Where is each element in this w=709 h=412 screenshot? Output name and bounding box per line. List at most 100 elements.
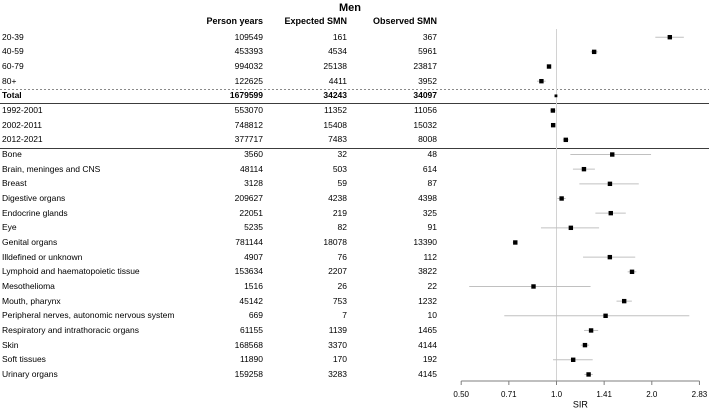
separator-solid-above-sites [0,148,709,149]
point-marker [591,49,597,55]
observed-smn-value: 8008 [418,134,437,145]
expected-smn-value: 26 [337,280,347,291]
table-row: Mouth, pharynx 45142 753 1232 [0,296,460,307]
row-label: 2012-2021 [2,134,43,145]
row-label: Total [2,90,22,101]
person-years-value: 61155 [239,324,263,335]
person-years-value: 377717 [234,134,263,145]
observed-smn-value: 4398 [418,192,437,203]
point-marker [559,196,564,201]
row-label: Endocrine glands [2,207,68,218]
figure-title: Men [339,2,361,14]
row-label: Soft tissues [2,354,46,365]
observed-smn-value: 3822 [418,266,437,277]
observed-smn-value: 4145 [418,368,437,379]
table-row: 80+ 122625 4411 3952 [0,76,460,87]
observed-smn-value: 1232 [418,295,437,306]
point-marker [667,35,673,40]
person-years-value: 994032 [234,61,263,72]
observed-smn-value: 48 [427,149,437,159]
expected-smn-value: 1139 [328,324,347,335]
row-label: 60-79 [2,61,24,72]
person-years-value: 22051 [239,207,263,218]
table-row: 20-39 109549 161 367 [0,32,460,43]
point-marker [539,78,544,84]
observed-smn-value: 91 [427,222,437,233]
expected-smn-value: 59 [337,178,347,189]
expected-smn-value: 753 [332,295,347,306]
point-marker [550,108,556,113]
point-marker [570,357,576,362]
expected-smn-value: 15408 [323,119,347,130]
table-row: Breast 3128 59 87 [0,178,460,189]
observed-smn-value: 325 [422,207,437,218]
observed-smn-value: 1465 [418,324,437,335]
row-label: 40-59 [2,46,24,57]
x-tick-label: 0.50 [453,390,469,399]
row-label: Skin [2,339,19,350]
table-row: Peripheral nerves, autonomic nervous sys… [0,310,460,321]
x-tick-label: 2.0 [646,390,658,399]
person-years-value: 669 [248,310,263,321]
observed-smn-value: 614 [422,163,437,174]
row-label: 20-39 [2,31,24,42]
table-row: Eye 5235 82 91 [0,222,460,233]
table-row: Skin 168568 3370 4144 [0,340,460,351]
point-marker [568,225,574,231]
expected-smn-value: 161 [332,31,347,42]
observed-smn-value: 15032 [413,119,437,130]
row-label: Peripheral nerves, autonomic nervous sys… [2,310,175,321]
row-label: Digestive organs [2,192,66,203]
row-label: 2002-2011 [2,119,43,130]
table-row: Lymphoid and haematopoietic tissue 153634… [0,266,460,277]
observed-smn-value: 5961 [418,46,437,57]
expected-smn-value: 11352 [323,105,347,115]
point-marker [582,342,588,348]
person-years-value: 48114 [239,163,263,174]
table-row: 2002-2011 748812 15408 15032 [0,120,460,131]
point-marker [563,137,569,143]
table-row: Soft tissues 11890 170 192 [0,354,460,365]
point-marker [546,64,552,69]
column-header-person-years: Person years [206,16,263,26]
observed-smn-value: 192 [422,354,437,365]
observed-smn-value: 367 [422,31,437,42]
row-label: Urinary organs [2,368,58,379]
point-marker [629,269,635,275]
table-row: Endocrine glands 22051 219 325 [0,208,460,219]
table-row: Illdefined or unknown 4907 76 112 [0,252,460,263]
row-label: Illdefined or unknown [2,251,83,262]
person-years-value: 553070 [234,105,263,115]
point-marker [588,328,594,333]
table-row: 60-79 994032 25138 23817 [0,61,460,72]
x-axis-label: SIR [573,400,589,410]
observed-smn-value: 3952 [418,75,437,86]
person-years-value: 45142 [239,295,263,306]
table-row: Urinary organs 159258 3283 4145 [0,369,460,380]
person-years-value: 4907 [244,251,263,262]
row-label: 80+ [2,75,17,86]
observed-smn-value: 87 [427,178,437,189]
row-label: Genital organs [2,236,58,247]
person-years-value: 159258 [234,368,263,379]
x-tick-label: 1.41 [596,390,612,399]
point-marker [603,313,608,318]
person-years-value: 3560 [244,149,263,159]
expected-smn-value: 3283 [328,368,347,379]
separator-solid-below-total [0,103,709,104]
expected-smn-value: 2207 [328,266,347,277]
person-years-value: 3128 [244,178,263,189]
observed-smn-value: 22 [427,280,437,291]
x-tick-label: 2.83 [692,390,708,399]
observed-smn-value: 10 [427,310,437,321]
table-row: Total 1679599 34243 34097 [0,90,460,101]
observed-smn-value: 34097 [413,90,437,101]
observed-smn-value: 112 [423,251,437,262]
point-marker [513,240,518,245]
person-years-value: 1679599 [229,90,263,101]
expected-smn-value: 82 [337,222,347,233]
table-row: 40-59 453393 4534 5961 [0,46,460,57]
table-row: 2012-2021 377717 7483 8008 [0,134,460,145]
person-years-value: 1516 [244,280,263,291]
x-tick-label: 0.71 [501,390,517,399]
